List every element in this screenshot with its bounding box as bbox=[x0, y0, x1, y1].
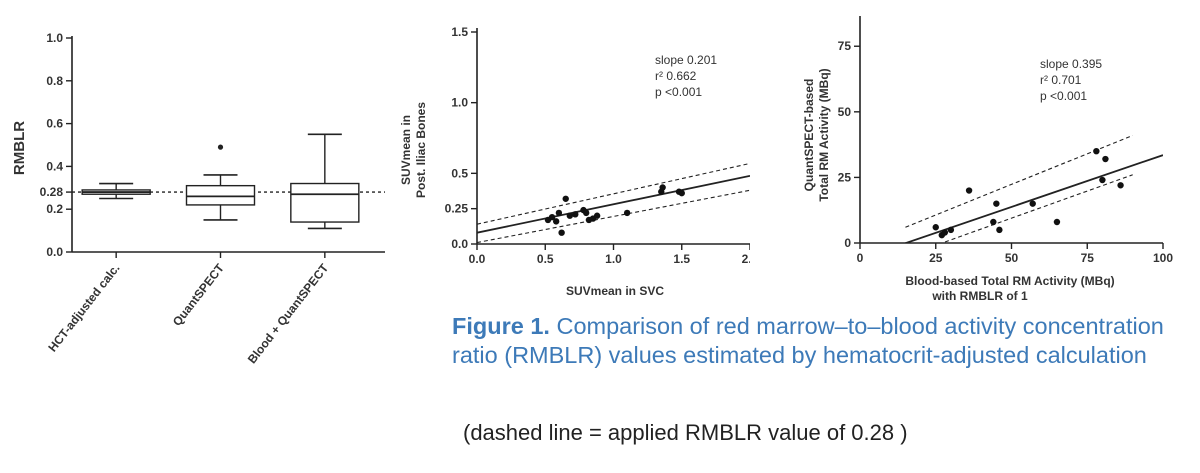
data-point bbox=[1102, 155, 1109, 163]
data-point bbox=[548, 213, 556, 221]
x-tick-label: HCT-adjusted calc. bbox=[45, 261, 122, 354]
y-tick-label: 0.25 bbox=[445, 202, 469, 216]
y-tick-label: 1.0 bbox=[46, 31, 63, 45]
box bbox=[185, 184, 256, 206]
y-tick-label: 25 bbox=[838, 170, 852, 184]
data-point bbox=[932, 224, 939, 231]
y-tick-label: 0.0 bbox=[46, 245, 63, 259]
data-point bbox=[678, 189, 685, 197]
stat-p: p <0.001 bbox=[1040, 89, 1087, 103]
data-point bbox=[558, 229, 565, 236]
y-tick-label: 1.0 bbox=[451, 96, 468, 110]
data-point bbox=[659, 184, 666, 191]
figure-label: Figure 1. bbox=[452, 313, 550, 339]
y-axis-label: RMBLR bbox=[11, 121, 28, 175]
x-tick-label: QuantSPECT bbox=[170, 261, 227, 329]
figure-caption: Figure 1. Comparison of red marrow–to–bl… bbox=[452, 312, 1192, 370]
y-tick-label: 0.6 bbox=[46, 117, 63, 131]
data-point bbox=[566, 212, 574, 219]
y-tick-label: 50 bbox=[838, 105, 852, 119]
data-point bbox=[1029, 200, 1036, 207]
plot-area bbox=[903, 134, 1163, 243]
data-point bbox=[947, 226, 955, 234]
y-axis-label-line-1: QuantSPECT-based bbox=[802, 79, 816, 192]
y-axis-label-line-2: Total RM Activity (MBq) bbox=[817, 68, 831, 201]
ci-band-lower bbox=[940, 174, 1133, 243]
stat-r2: r² 0.662 bbox=[655, 69, 697, 83]
regression-line bbox=[477, 174, 750, 234]
x-axis-label-line-1: Blood-based Total RM Activity (MBq) bbox=[905, 274, 1114, 288]
x-tick-label: 75 bbox=[1081, 251, 1095, 265]
data-point bbox=[965, 187, 973, 194]
outlier-point bbox=[217, 144, 224, 150]
x-tick-label: 2.0 bbox=[742, 252, 750, 266]
x-tick-label: 0.5 bbox=[537, 252, 554, 266]
x-tick-label: 50 bbox=[1005, 251, 1019, 265]
plot-area bbox=[477, 162, 750, 244]
stat-slope: slope 0.201 bbox=[655, 53, 717, 67]
x-tick-label: 1.5 bbox=[673, 252, 690, 266]
stat-r2: r² 0.701 bbox=[1040, 73, 1082, 87]
figure-caption-text: Comparison of red marrow–to–blood activi… bbox=[452, 313, 1164, 368]
y-tick-label: 0.0 bbox=[451, 237, 468, 251]
data-point bbox=[552, 218, 560, 225]
x-tick-label: 100 bbox=[1153, 251, 1173, 265]
x-axis-label-line-2: with RMBLR of 1 bbox=[931, 289, 1028, 303]
data-point bbox=[1053, 218, 1061, 226]
data-point bbox=[990, 218, 997, 226]
data-point bbox=[1099, 176, 1106, 184]
y-tick-label: 0.4 bbox=[46, 159, 63, 173]
y-tick-label: 1.5 bbox=[451, 25, 468, 39]
stat-slope: slope 0.395 bbox=[1040, 57, 1102, 71]
data-point bbox=[623, 209, 631, 217]
y-tick-label: 75 bbox=[838, 39, 852, 53]
rm-activity-scatter-chart: QuantSPECT-based Total RM Activity (MBq)… bbox=[802, 16, 1173, 303]
y-axis-label-line-1: SUVmean in bbox=[399, 115, 413, 185]
y-axis-label-line-2: Post. Iliac Bones bbox=[414, 102, 428, 198]
x-axis-label: SUVmean in SVC bbox=[566, 284, 664, 298]
data-point bbox=[572, 211, 579, 218]
y-tick-label: 0.2 bbox=[46, 202, 63, 216]
x-tick-label: 25 bbox=[929, 251, 943, 265]
data-point bbox=[996, 226, 1003, 234]
caption-note: (dashed line = applied RMBLR value of 0.… bbox=[463, 420, 908, 445]
y-tick-label: 0.28 bbox=[40, 185, 64, 199]
data-point bbox=[562, 195, 569, 202]
box bbox=[290, 182, 360, 223]
y-tick-label: 0 bbox=[844, 236, 851, 250]
x-tick-label: 0.0 bbox=[469, 252, 486, 266]
data-point bbox=[993, 200, 1000, 207]
data-point bbox=[555, 209, 563, 217]
ci-band-lower bbox=[477, 189, 750, 244]
x-tick-label: Blood + QuantSPECT bbox=[245, 261, 332, 367]
y-tick-label: 0.8 bbox=[46, 74, 63, 88]
suv-scatter-chart: SUVmean in Post. Iliac Bones SUVmean in … bbox=[399, 25, 750, 298]
x-tick-label: 0 bbox=[857, 251, 864, 265]
stat-p: p <0.001 bbox=[655, 85, 702, 99]
y-tick-label: 0.5 bbox=[451, 166, 468, 180]
data-point bbox=[593, 212, 601, 219]
x-tick-label: 1.0 bbox=[605, 252, 622, 266]
ci-band-upper bbox=[477, 162, 750, 225]
data-point bbox=[583, 209, 590, 217]
regression-line bbox=[903, 154, 1163, 243]
data-point bbox=[941, 229, 949, 236]
data-point bbox=[1117, 182, 1124, 189]
data-point bbox=[1093, 147, 1100, 155]
box-plot-chart: RMBLR 0.0 0.2 0.28 0.4 0.6 0.8 1.0 HCT-adjusted… bbox=[11, 31, 385, 367]
